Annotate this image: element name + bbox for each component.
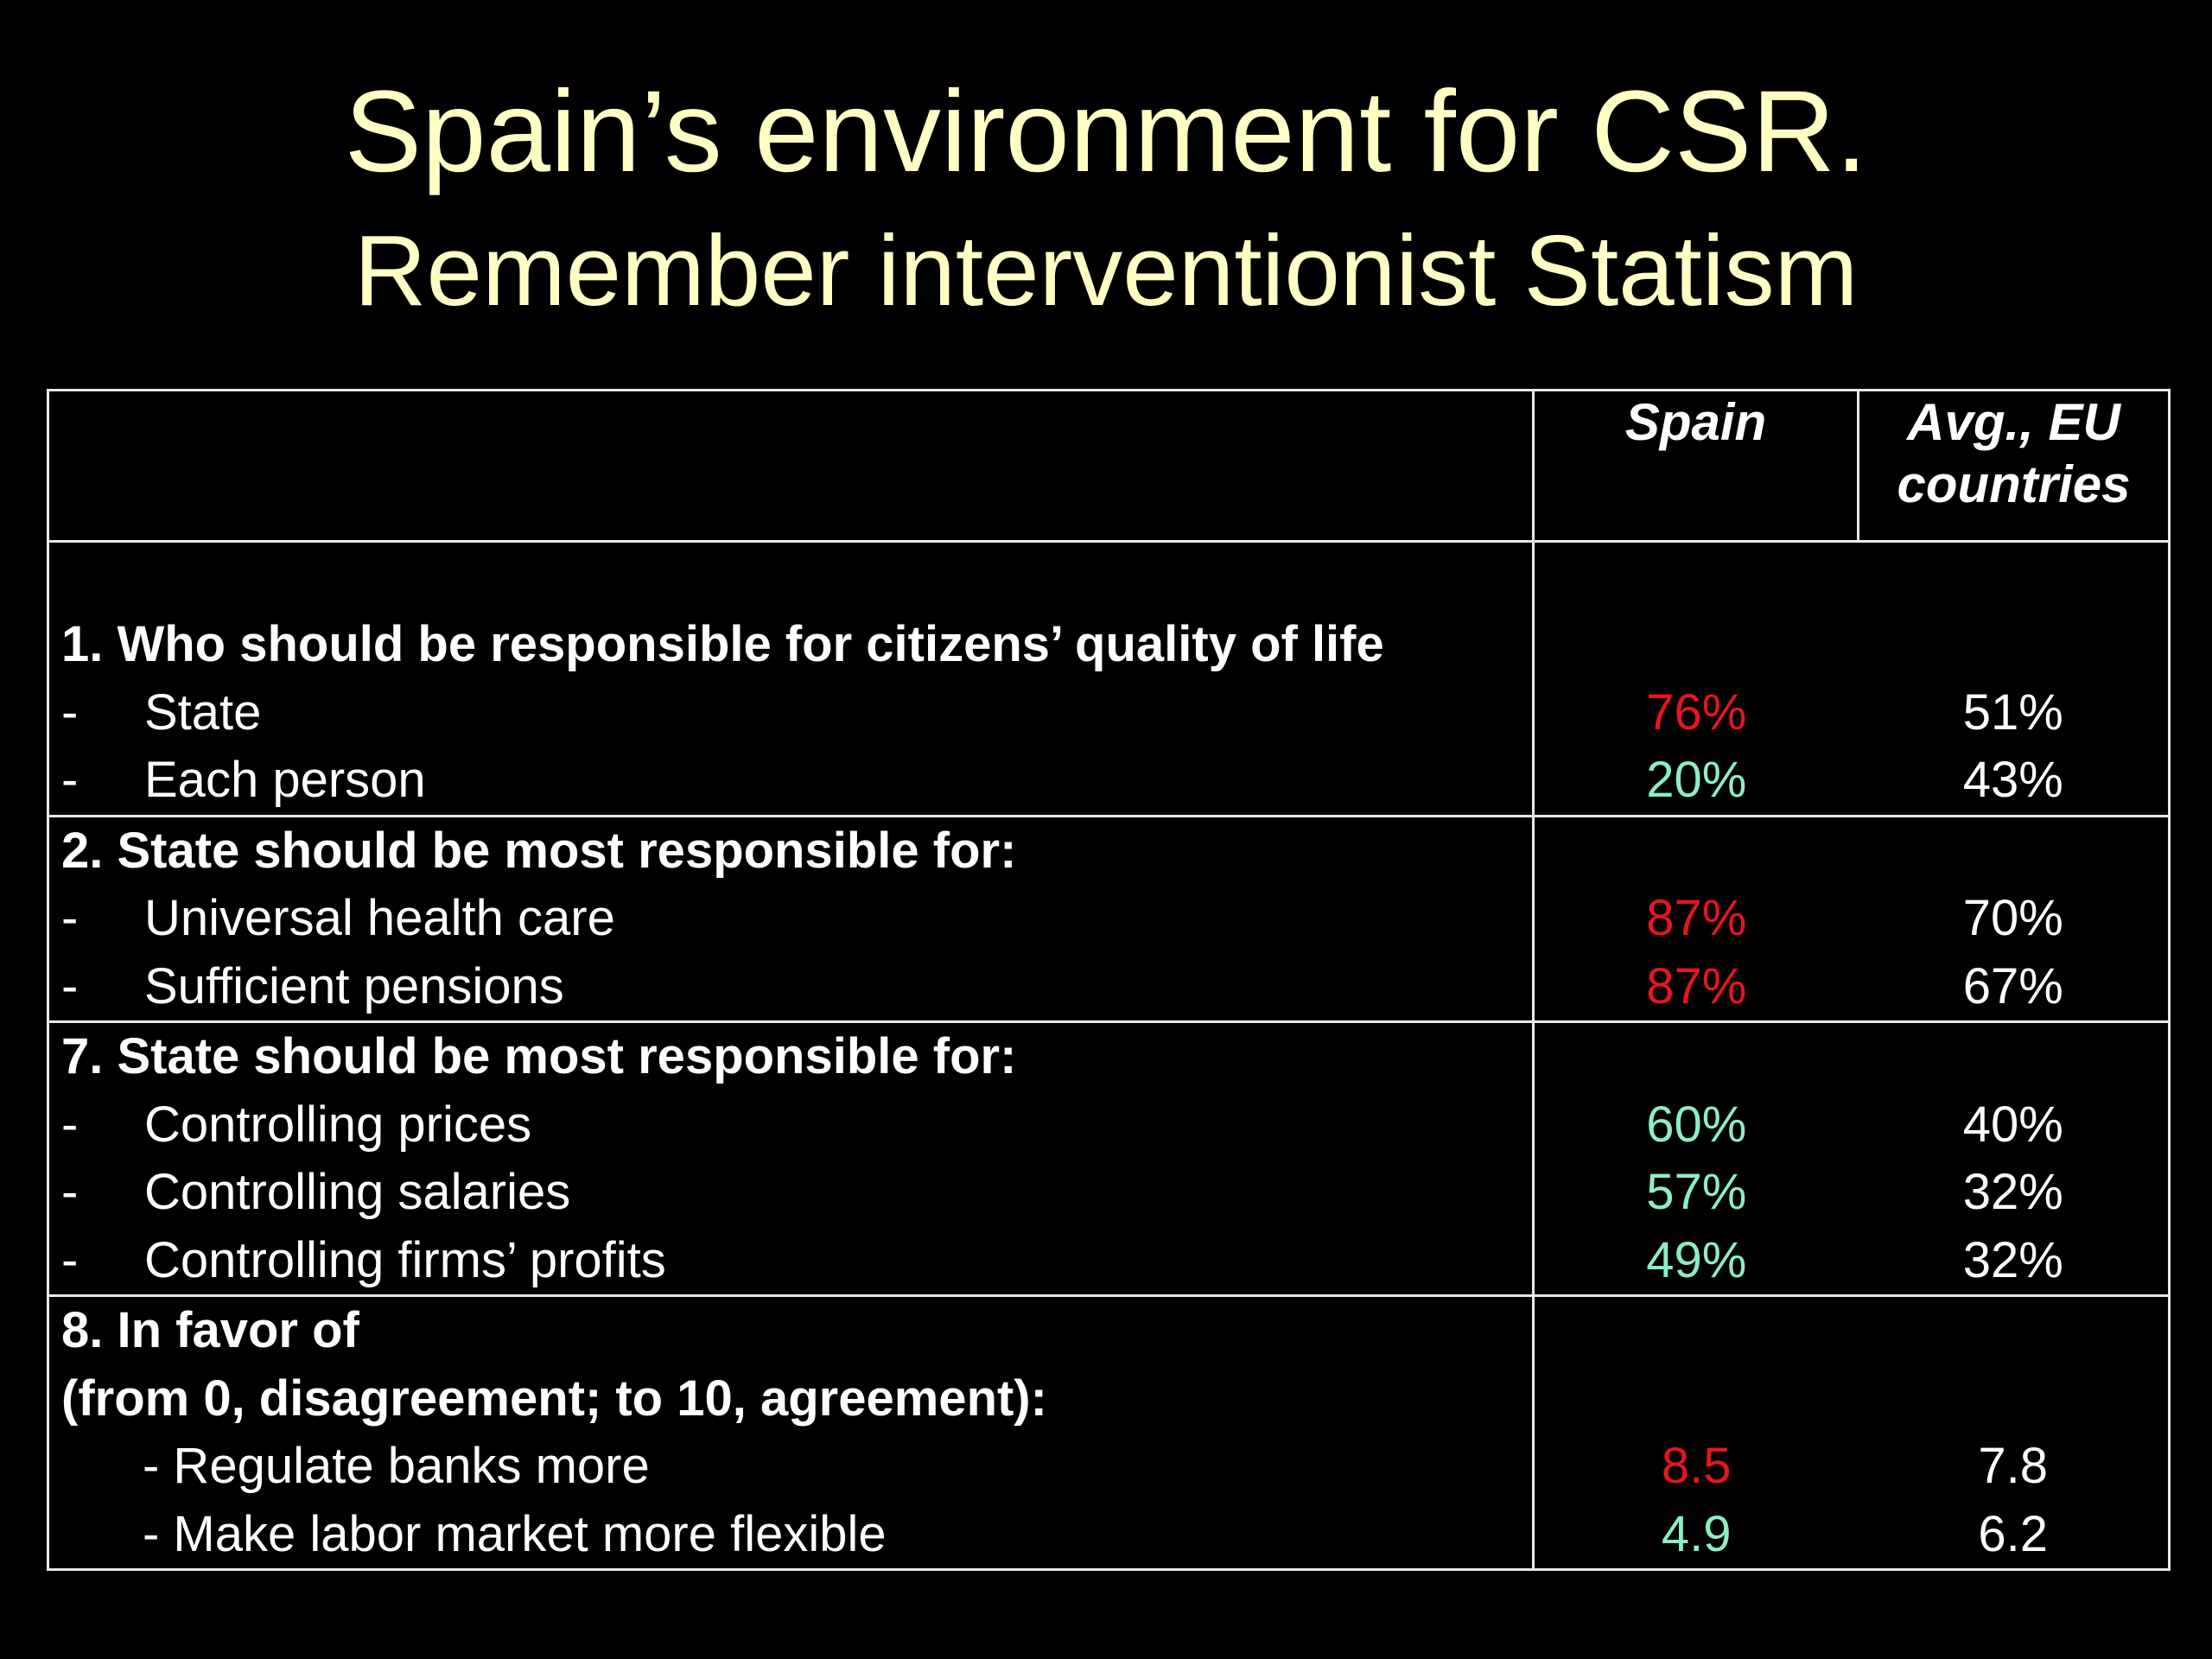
spain-value: 87%: [1646, 957, 1747, 1014]
spain-values: 60% 57% 49%: [1532, 1020, 1859, 1297]
list-item: - Controlling salaries: [61, 1164, 571, 1220]
slide-title: Spain’s environment for CSR.: [344, 67, 1868, 196]
eu-values: 40% 32% 32%: [1858, 1020, 2171, 1297]
question-heading: 1. Who should be responsible for citizen…: [61, 616, 1384, 672]
comparison-table: Spain Avg., EU countries 1. Who should b…: [47, 389, 2171, 1571]
spain-value: 8.5: [1661, 1438, 1732, 1494]
section-labels: 2. State should be most responsible for:…: [47, 814, 1535, 1023]
header-empty-cell: [47, 389, 1535, 543]
spain-values: 76% 20%: [1532, 540, 1859, 817]
spain-value: 49%: [1646, 1231, 1747, 1288]
spain-values: 87% 87%: [1532, 814, 1859, 1023]
eu-values: 51% 43%: [1858, 540, 2171, 817]
section-quality-of-life: 1. Who should be responsible for citizen…: [47, 540, 2171, 817]
header-spain: Spain: [1532, 389, 1859, 543]
slide-subtitle: Remember interventionist Statism: [353, 214, 1859, 327]
list-item: - Each person: [61, 752, 426, 808]
eu-value: 67%: [1962, 957, 2063, 1014]
spain-value: 60%: [1646, 1096, 1747, 1153]
list-item: - Sufficient pensions: [61, 957, 564, 1014]
eu-values: 70% 67%: [1858, 814, 2171, 1023]
spain-values: 8.5 4.9: [1532, 1294, 1859, 1571]
spain-value: 20%: [1646, 752, 1747, 808]
eu-value: 7.8: [1978, 1438, 2049, 1494]
spain-value: 87%: [1646, 890, 1747, 946]
section-labels: 7. State should be most responsible for:…: [47, 1020, 1535, 1297]
eu-value: 40%: [1962, 1096, 2063, 1153]
list-item: - Regulate banks more: [143, 1438, 650, 1494]
spain-value: 57%: [1646, 1164, 1747, 1220]
spain-value: 4.9: [1661, 1505, 1732, 1562]
list-item: - Controlling prices: [61, 1096, 532, 1153]
header-eu-average: Avg., EU countries: [1857, 389, 2171, 543]
eu-value: 6.2: [1978, 1505, 2049, 1562]
spain-value: 76%: [1646, 683, 1747, 741]
table-header-row: Spain Avg., EU countries: [47, 389, 2171, 543]
eu-value: 32%: [1962, 1231, 2063, 1288]
eu-value: 32%: [1962, 1164, 2063, 1220]
list-item: - Universal health care: [61, 890, 615, 946]
list-item: - State: [61, 683, 262, 741]
question-heading: 2. State should be most responsible for:: [61, 822, 1017, 879]
section-controls: 7. State should be most responsible for:…: [47, 1020, 2171, 1297]
eu-value: 51%: [1962, 683, 2063, 741]
question-heading: 8. In favor of: [61, 1302, 359, 1358]
list-item: - Make labor market more flexible: [143, 1505, 887, 1562]
eu-values: 7.8 6.2: [1858, 1294, 2171, 1571]
question-scale-note: (from 0, disagreement; to 10, agreement)…: [61, 1370, 1047, 1427]
section-labels: 1. Who should be responsible for citizen…: [47, 540, 1535, 817]
section-health-pensions: 2. State should be most responsible for:…: [47, 814, 2171, 1023]
list-item: - Controlling firms’ profits: [61, 1231, 666, 1288]
question-heading: 7. State should be most responsible for:: [61, 1028, 1017, 1084]
section-labels: 8. In favor of (from 0, disagreement; to…: [47, 1294, 1535, 1571]
section-in-favor-of: 8. In favor of (from 0, disagreement; to…: [47, 1294, 2171, 1571]
eu-value: 70%: [1962, 890, 2063, 946]
eu-value: 43%: [1962, 752, 2063, 808]
